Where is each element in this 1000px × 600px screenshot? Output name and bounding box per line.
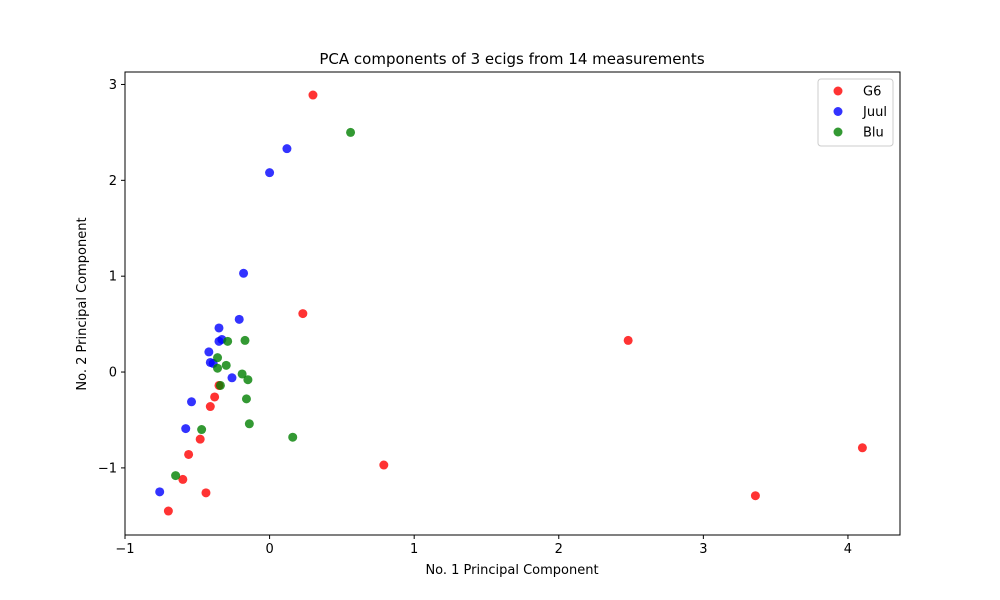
points-layer (155, 90, 867, 516)
point-g6-0 (308, 90, 318, 100)
point-g6-8 (205, 402, 215, 412)
legend-marker-g6 (833, 86, 843, 96)
y-tick-label: 1 (109, 270, 117, 285)
point-blu-4 (221, 360, 231, 370)
legend-marker-juul (833, 107, 843, 116)
legend-label-g6: G6 (863, 85, 881, 100)
point-g6-2 (623, 335, 633, 345)
y-axis-ticks: −1 0 1 2 3 (98, 78, 125, 476)
legend: G6 Juul Blu (817, 78, 894, 147)
point-juul-12 (181, 424, 191, 434)
y-tick-label: 3 (109, 78, 117, 93)
point-g6-12 (201, 488, 211, 498)
point-blu-0 (346, 127, 356, 137)
y-axis-title: No. 2 Principal Component (75, 217, 90, 390)
point-blu-5 (213, 363, 223, 373)
x-tick-label: −1 (115, 542, 134, 557)
y-tick-label: 0 (109, 366, 117, 381)
point-juul-10 (227, 373, 237, 383)
point-g6-1 (298, 309, 308, 319)
point-g6-11 (178, 474, 188, 484)
legend-label-blu: Blu (863, 126, 884, 141)
point-g6-5 (379, 460, 389, 470)
point-blu-6 (237, 369, 247, 379)
point-g6-3 (857, 443, 867, 453)
y-tick-label: −1 (98, 461, 117, 476)
point-juul-4 (214, 323, 224, 333)
point-blu-11 (288, 432, 298, 442)
point-juul-2 (239, 268, 249, 278)
point-g6-9 (195, 434, 205, 444)
chart-title: PCA components of 3 ecigs from 14 measur… (319, 50, 704, 68)
point-juul-11 (187, 397, 197, 407)
x-axis-title: No. 1 Principal Component (425, 563, 598, 578)
point-blu-2 (240, 335, 250, 345)
point-blu-7 (243, 375, 253, 385)
x-tick-label: 3 (699, 542, 707, 557)
x-tick-label: 0 (265, 542, 273, 557)
x-tick-label: 4 (844, 542, 852, 557)
point-blu-13 (171, 471, 181, 481)
point-g6-13 (163, 506, 173, 516)
point-blu-9 (241, 394, 251, 404)
x-tick-label: 1 (410, 542, 418, 557)
point-g6-10 (184, 449, 194, 459)
point-blu-1 (223, 336, 233, 346)
x-tick-label: 2 (555, 542, 563, 557)
point-juul-3 (234, 314, 244, 324)
legend-marker-blu (833, 127, 843, 137)
x-axis-ticks: −1 0 1 2 3 4 (115, 535, 852, 557)
point-juul-1 (265, 168, 275, 178)
legend-label-juul: Juul (862, 105, 887, 120)
plot-frame (124, 71, 901, 536)
point-blu-3 (213, 353, 223, 363)
point-juul-13 (155, 487, 165, 497)
point-blu-10 (244, 419, 254, 429)
point-g6-7 (210, 392, 220, 402)
y-tick-label: 2 (109, 174, 117, 189)
point-juul-0 (282, 144, 292, 154)
point-blu-12 (197, 425, 207, 435)
point-juul-7 (204, 347, 214, 357)
point-g6-4 (750, 491, 760, 501)
point-blu-8 (215, 380, 225, 390)
